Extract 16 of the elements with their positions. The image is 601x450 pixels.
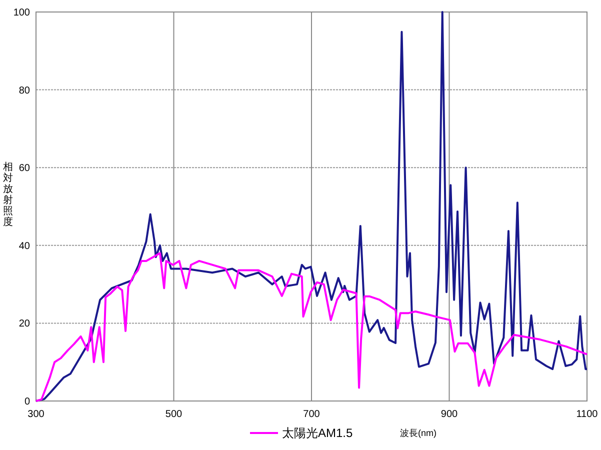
line-series — [35, 11, 588, 402]
y-axis-title: 相対放射照度 — [3, 161, 13, 228]
x-tick-label: 900 — [440, 409, 458, 420]
x-axis-title: 波長(nm) — [400, 428, 436, 438]
y-tick-label: 40 — [18, 240, 30, 252]
y-tick-label: 60 — [18, 163, 30, 174]
y-tick-label: 0 — [24, 396, 30, 408]
legend-label: 太陽光AM1.5 — [282, 426, 354, 440]
x-tick-label: 500 — [165, 409, 183, 420]
y-tick-label: 80 — [18, 85, 30, 96]
y-tick-label: 20 — [18, 318, 30, 330]
x-tick-label: 1100 — [576, 409, 598, 420]
x-tick-label: 700 — [303, 409, 320, 420]
y-tick-label: 100 — [13, 8, 30, 18]
x-tick-label: 300 — [28, 409, 45, 420]
line-series — [35, 252, 588, 402]
